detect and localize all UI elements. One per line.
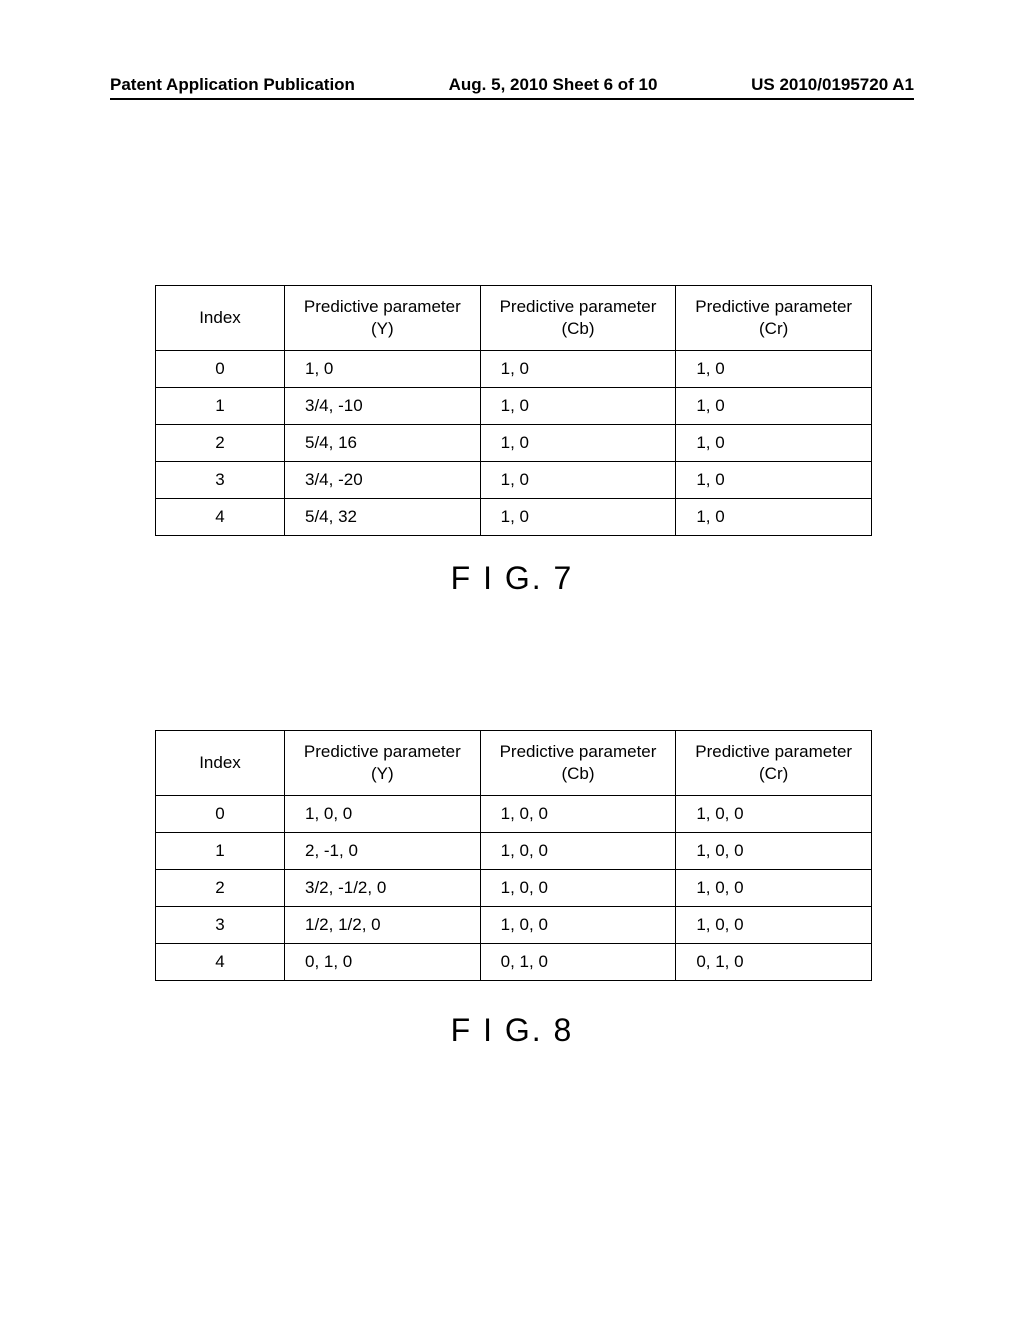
table-fig7: Index Predictive parameter (Y) Predictiv… [155, 285, 872, 536]
table-row: 1 3/4, -10 1, 0 1, 0 [156, 388, 872, 425]
cell-cb: 0, 1, 0 [480, 944, 676, 981]
cell-y: 3/4, -20 [285, 462, 481, 499]
header-center: Aug. 5, 2010 Sheet 6 of 10 [449, 75, 658, 95]
header-cb: Predictive parameter (Cb) [480, 286, 676, 351]
cell-index: 0 [156, 796, 285, 833]
table-row: 4 5/4, 32 1, 0 1, 0 [156, 499, 872, 536]
cell-cr: 1, 0 [676, 388, 872, 425]
cell-cr: 1, 0, 0 [676, 907, 872, 944]
table-row: 3 1/2, 1/2, 0 1, 0, 0 1, 0, 0 [156, 907, 872, 944]
cell-cr: 1, 0, 0 [676, 833, 872, 870]
table-row: 2 3/2, -1/2, 0 1, 0, 0 1, 0, 0 [156, 870, 872, 907]
table-row: 0 1, 0, 0 1, 0, 0 1, 0, 0 [156, 796, 872, 833]
cell-cb: 1, 0, 0 [480, 796, 676, 833]
cell-cr: 1, 0 [676, 462, 872, 499]
cell-cb: 1, 0 [480, 499, 676, 536]
table-row: 3 3/4, -20 1, 0 1, 0 [156, 462, 872, 499]
cell-index: 4 [156, 944, 285, 981]
cell-y: 1/2, 1/2, 0 [285, 907, 481, 944]
cell-cb: 1, 0 [480, 388, 676, 425]
table-header-row: Index Predictive parameter (Y) Predictiv… [156, 286, 872, 351]
table-row: 0 1, 0 1, 0 1, 0 [156, 351, 872, 388]
cell-cb: 1, 0 [480, 351, 676, 388]
header-divider [110, 98, 914, 100]
cell-cr: 1, 0, 0 [676, 796, 872, 833]
header-y: Predictive parameter (Y) [285, 286, 481, 351]
header-index: Index [156, 731, 285, 796]
cell-cb: 1, 0, 0 [480, 907, 676, 944]
cell-y: 2, -1, 0 [285, 833, 481, 870]
table-fig8: Index Predictive parameter (Y) Predictiv… [155, 730, 872, 981]
cell-cr: 1, 0 [676, 425, 872, 462]
cell-index: 1 [156, 388, 285, 425]
cell-cr: 1, 0, 0 [676, 870, 872, 907]
header-cr: Predictive parameter (Cr) [676, 286, 872, 351]
cell-y: 1, 0 [285, 351, 481, 388]
predictive-table-7: Index Predictive parameter (Y) Predictiv… [155, 285, 872, 536]
header-left: Patent Application Publication [110, 75, 355, 95]
cell-cr: 1, 0 [676, 351, 872, 388]
page-header: Patent Application Publication Aug. 5, 2… [0, 75, 1024, 95]
header-cb: Predictive parameter (Cb) [480, 731, 676, 796]
table-row: 4 0, 1, 0 0, 1, 0 0, 1, 0 [156, 944, 872, 981]
cell-y: 0, 1, 0 [285, 944, 481, 981]
header-y: Predictive parameter (Y) [285, 731, 481, 796]
cell-index: 4 [156, 499, 285, 536]
table-header-row: Index Predictive parameter (Y) Predictiv… [156, 731, 872, 796]
cell-index: 1 [156, 833, 285, 870]
cell-cb: 1, 0 [480, 462, 676, 499]
cell-cb: 1, 0, 0 [480, 833, 676, 870]
cell-y: 1, 0, 0 [285, 796, 481, 833]
cell-index: 2 [156, 425, 285, 462]
cell-y: 3/4, -10 [285, 388, 481, 425]
cell-index: 3 [156, 907, 285, 944]
figure-7-label: F I G. 7 [0, 560, 1024, 597]
cell-y: 3/2, -1/2, 0 [285, 870, 481, 907]
cell-cr: 1, 0 [676, 499, 872, 536]
predictive-table-8: Index Predictive parameter (Y) Predictiv… [155, 730, 872, 981]
table-row: 2 5/4, 16 1, 0 1, 0 [156, 425, 872, 462]
cell-y: 5/4, 16 [285, 425, 481, 462]
cell-cb: 1, 0, 0 [480, 870, 676, 907]
header-right: US 2010/0195720 A1 [751, 75, 914, 95]
cell-index: 3 [156, 462, 285, 499]
header-cr: Predictive parameter (Cr) [676, 731, 872, 796]
cell-y: 5/4, 32 [285, 499, 481, 536]
cell-cr: 0, 1, 0 [676, 944, 872, 981]
cell-cb: 1, 0 [480, 425, 676, 462]
cell-index: 2 [156, 870, 285, 907]
cell-index: 0 [156, 351, 285, 388]
figure-8-label: F I G. 8 [0, 1012, 1024, 1049]
table-row: 1 2, -1, 0 1, 0, 0 1, 0, 0 [156, 833, 872, 870]
header-index: Index [156, 286, 285, 351]
